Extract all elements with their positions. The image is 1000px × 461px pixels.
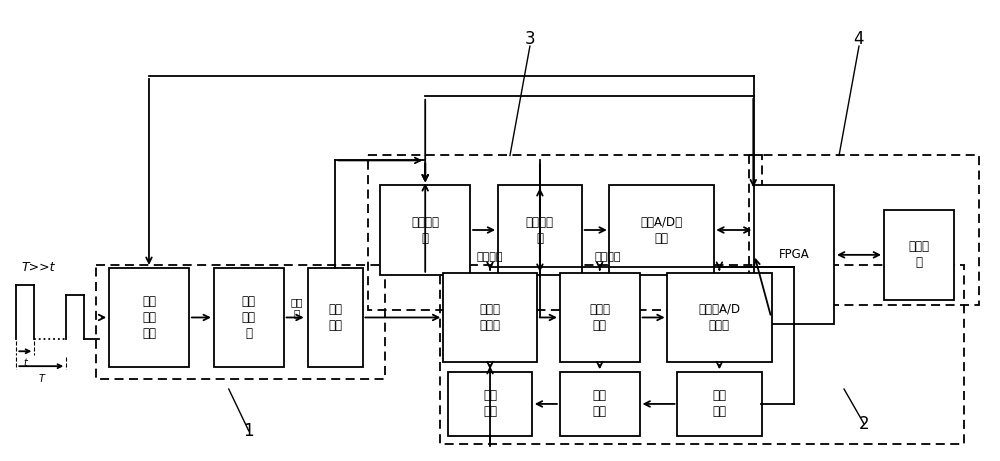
Text: 高速比较
器: 高速比较 器 [526,215,554,244]
Bar [609,185,714,275]
Text: 积分保
持电路: 积分保 持电路 [480,303,501,332]
Bar [308,268,363,367]
Bar [96,265,385,379]
Text: 参数切换: 参数切换 [477,252,503,262]
Bar [109,268,189,367]
Bar [667,273,772,362]
Bar [498,185,582,275]
Text: t: t [23,358,27,368]
Text: 增益控制: 增益控制 [594,252,621,262]
Bar [749,155,979,305]
Text: T>>t: T>>t [21,261,55,274]
Text: 1: 1 [243,422,254,440]
Text: 前置
放大: 前置 放大 [328,303,342,332]
Text: T: T [38,374,44,384]
Bar [440,265,964,443]
Text: 高精度A/D
转换器: 高精度A/D 转换器 [698,303,740,332]
Text: 光电
探测
器: 光电 探测 器 [242,295,256,340]
Text: 4: 4 [854,30,864,48]
Bar [884,210,954,300]
Text: FPGA: FPGA [779,248,810,261]
Text: 时长
控制: 时长 控制 [712,390,726,419]
Bar [368,155,762,309]
Text: 功率显
示: 功率显 示 [908,240,929,269]
Text: 程控放大
器: 程控放大 器 [411,215,439,244]
Text: 可调
光衰
减器: 可调 光衰 减器 [142,295,156,340]
Text: 高速A/D转
换器: 高速A/D转 换器 [640,215,683,244]
Bar [560,372,640,436]
Bar [754,185,834,325]
Bar [560,273,640,362]
Text: 3: 3 [525,30,535,48]
Text: 2: 2 [859,415,869,433]
Bar [677,372,762,436]
Bar [380,185,470,275]
Bar [443,273,537,362]
Text: 光电
流: 光电 流 [290,297,303,319]
Bar [448,372,532,436]
Text: 程控放
大器: 程控放 大器 [589,303,610,332]
Text: 放电
电路: 放电 电路 [483,390,497,419]
Text: 阈值
比较: 阈值 比较 [593,390,607,419]
Bar [214,268,284,367]
